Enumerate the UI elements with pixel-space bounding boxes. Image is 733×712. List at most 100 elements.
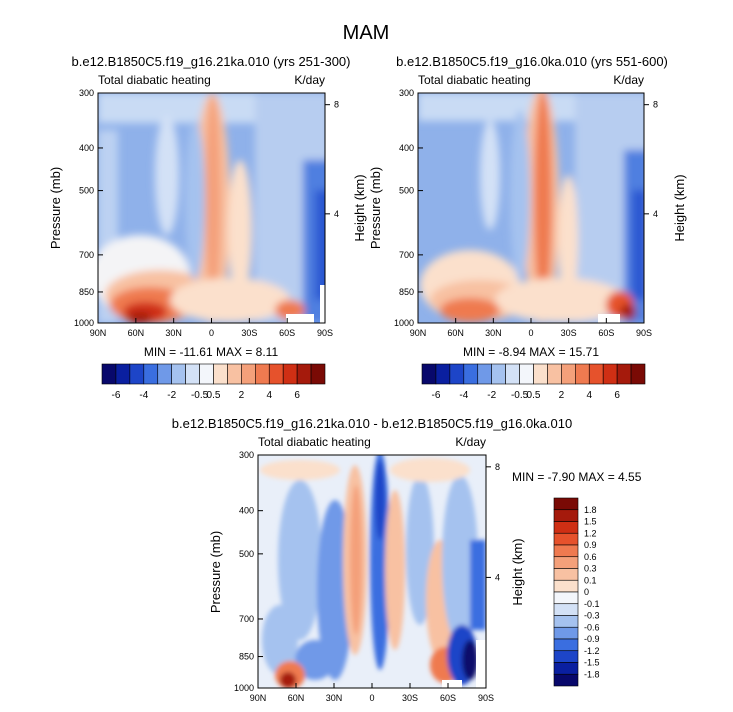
panel-1-colorbar-label: -0.5 — [191, 390, 209, 401]
panel-2-colorbar-box — [588, 363, 604, 385]
panel-1-subtitle-left: Total diabatic heating — [98, 73, 211, 87]
panel-1-xtick-label: 90S — [317, 328, 333, 338]
panel-1-colorbar-label: 4 — [266, 390, 272, 401]
panel-3-field — [258, 455, 486, 688]
panel-3-colorbar-box — [553, 603, 579, 616]
panel-1-field — [98, 93, 325, 323]
panel-3-colorbar-box — [553, 568, 579, 581]
panel-1-ytick-right-label: 4 — [334, 209, 339, 219]
panel-3-ytick-right-label: 8 — [495, 462, 500, 472]
panel-2-colorbar-box — [575, 363, 590, 385]
panel-1-colorbar-box — [115, 363, 131, 385]
panel-3-subtitle-left: Total diabatic heating — [258, 435, 371, 449]
panel-2-colorbar-box — [435, 363, 451, 385]
panel-3-ytick-label: 1000 — [234, 683, 254, 693]
panel-2-colorbar-box — [463, 363, 479, 385]
panel-3-colorbar-label: 1.2 — [584, 528, 597, 538]
panel-2-colorbar-box — [505, 363, 520, 385]
panel-1-axes: 90N 60N 30N 0 30S 60S 90S 300 400 500 700 850 1000 8 4 — [74, 88, 339, 338]
panel-1-ytick-label: 400 — [79, 143, 94, 153]
panel-1-colorbar-box — [143, 363, 159, 385]
panel-2-ytick-right-label: 8 — [653, 100, 658, 110]
panel-2-ylabel-right: Height (km) — [672, 174, 687, 241]
panel-2: b.e12.B1850C5.f19_g16.0ka.010 (yrs 551-6… — [368, 54, 687, 401]
panel-1-colorbar-box — [241, 363, 256, 385]
panel-2-colorbar: -6 -4 -2 -0.50.5 2 4 6 — [421, 363, 646, 401]
panel-3-xtick-label: 90S — [478, 693, 494, 703]
panel-3-colorbar-box — [553, 556, 579, 569]
panel-1-xtick-label: 60N — [128, 328, 145, 338]
panel-3-title: b.e12.B1850C5.f19_g16.21ka.010 - b.e12.B… — [172, 416, 572, 431]
panel-2-colorbar-box — [630, 363, 646, 385]
panel-1-colorbar-box — [255, 363, 270, 385]
panel-1-title: b.e12.B1850C5.f19_g16.21ka.010 (yrs 251-… — [72, 54, 351, 69]
panel-2-colorbar-label: -4 — [459, 390, 468, 401]
panel-3-xtick-label: 30S — [402, 693, 418, 703]
panel-2-xtick-label: 60N — [447, 328, 464, 338]
panel-1-xtick-label: 60S — [279, 328, 295, 338]
panel-2-colorbar-box — [561, 363, 576, 385]
panel-1-xtick-label: 90N — [90, 328, 107, 338]
panel-3-colorbar: 1.8 1.51.2 0.9 0.6 0.30.1 0 -0.1 -0.3-0.6 -0.9 -1… — [553, 497, 600, 687]
panel-2-colorbar-label: 4 — [586, 390, 592, 401]
panel-1-colorbar-label: -6 — [111, 390, 120, 401]
panel-2-colorbar-box — [491, 363, 506, 385]
panel-2-colorbar-box — [519, 363, 534, 385]
panel-3-colorbar-box — [553, 509, 579, 522]
panel-2-ytick-label: 400 — [399, 143, 414, 153]
panel-3-colorbar-box — [553, 673, 579, 687]
panel-3-ytick-label: 400 — [239, 506, 254, 516]
panel-3-colorbar-box — [553, 650, 579, 663]
panel-3-colorbar-label: 0.1 — [584, 575, 597, 585]
panel-3-colorbar-label: -1.2 — [584, 646, 600, 656]
panel-1-ylabel: Pressure (mb) — [48, 167, 63, 249]
panel-3-colorbar-box — [553, 626, 579, 640]
panel-1-colorbar-box — [227, 363, 242, 385]
panel-3-colorbar-box — [553, 521, 579, 534]
panel-2-colorbar-box — [477, 363, 492, 385]
panel-3-subtitle-right: K/day — [455, 435, 486, 449]
panel-1-xtick-label: 30N — [165, 328, 182, 338]
panel-2-xtick-label: 90N — [410, 328, 427, 338]
panel-2-colorbar-box — [533, 363, 548, 385]
panel-3-colorbar-label: -0.9 — [584, 634, 600, 644]
panel-1-colorbar-box — [101, 363, 117, 385]
panel-3-ytick-label: 500 — [239, 549, 254, 559]
panel-1-xtick-label: 0 — [209, 328, 214, 338]
panel-2-xtick-label: 90S — [636, 328, 652, 338]
panel-2-ytick-label: 300 — [399, 88, 414, 98]
panel-3-axes: 90N 60N 30N 0 30S 60S 90S 300 400 500 700 850 1000 8 4 — [234, 450, 500, 703]
panel-1-subtitle-right: K/day — [294, 73, 325, 87]
panel-3-ytick-label: 300 — [239, 450, 254, 460]
panel-1-colorbar-label: 0.5 — [207, 390, 221, 401]
panel-3: b.e12.B1850C5.f19_g16.21ka.010 - b.e12.B… — [172, 416, 642, 703]
panel-3-colorbar-label: -0.3 — [584, 611, 600, 621]
panel-3-ylabel: Pressure (mb) — [208, 531, 223, 613]
panel-3-colorbar-label: -0.1 — [584, 599, 600, 609]
panel-1-colorbar-box — [129, 363, 145, 385]
panel-2-ytick-label: 700 — [399, 250, 414, 260]
panel-3-ytick-label: 700 — [239, 614, 254, 624]
panel-1-xtick-label: 30S — [241, 328, 257, 338]
panel-3-ytick-right-label: 4 — [495, 572, 500, 582]
panel-2-subtitle-left: Total diabatic heating — [418, 73, 531, 87]
panel-2-ytick-label: 850 — [399, 287, 414, 297]
panel-3-colorbar-box — [553, 638, 579, 652]
panel-2-ytick-label: 1000 — [394, 318, 414, 328]
panel-1-colorbar-label: -2 — [167, 390, 176, 401]
panel-3-colorbar-label: 1.8 — [584, 505, 597, 515]
panel-1-ytick-label: 500 — [79, 186, 94, 196]
panel-2-colorbar-box — [421, 363, 437, 385]
panel-1-ytick-label: 850 — [79, 287, 94, 297]
panel-1-colorbar-label: 6 — [294, 390, 300, 401]
panel-1-colorbar-box — [199, 363, 214, 385]
panel-3-colorbar-label: 0.6 — [584, 552, 597, 562]
panel-2-colorbar-box — [449, 363, 465, 385]
panel-1: b.e12.B1850C5.f19_g16.21ka.010 (yrs 251-… — [48, 54, 367, 401]
panel-3-colorbar-label: 0.3 — [584, 564, 597, 574]
panel-1-colorbar: -6 -4 -2 -0.50.5 2 4 6 — [101, 363, 326, 401]
panel-2-colorbar-box — [602, 363, 618, 385]
panel-1-ytick-label: 1000 — [74, 318, 94, 328]
panel-1-colorbar-box — [185, 363, 200, 385]
